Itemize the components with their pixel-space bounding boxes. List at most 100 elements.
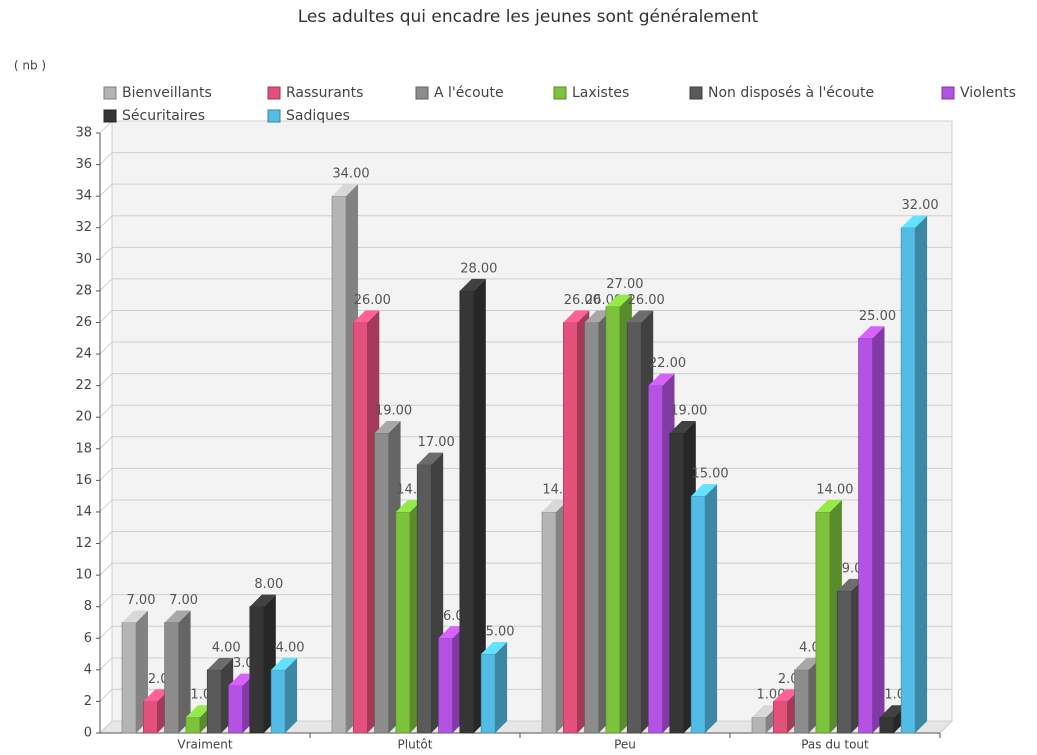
grid-line: [99, 309, 952, 323]
bar-front: [858, 337, 873, 734]
legend-label: Violents: [960, 85, 1016, 101]
legend-swatch: [553, 86, 567, 100]
bar-top: [143, 689, 170, 702]
bar-front: [270, 669, 286, 734]
bar-front: [815, 511, 831, 734]
bar-side: [915, 215, 928, 734]
y-tick-label: 30: [75, 252, 92, 267]
bar-side: [178, 610, 191, 733]
bar: [900, 215, 928, 734]
bar-front: [751, 716, 767, 734]
bar-front: [541, 511, 557, 734]
bar-front: [772, 701, 788, 734]
bar-front: [480, 653, 496, 734]
value-label: 8.00: [254, 577, 283, 592]
x-tick-label: Plutôt: [398, 738, 433, 752]
bar-side: [705, 484, 718, 733]
bar-top: [858, 326, 885, 339]
bar-front: [459, 290, 475, 734]
y-tick-label: 20: [75, 410, 92, 425]
legend-label: Non disposés à l'écoute: [708, 85, 874, 101]
bar-side: [495, 642, 508, 733]
bar-front: [416, 464, 432, 734]
bar: [690, 484, 718, 734]
legend-label: Bienveillants: [122, 85, 212, 101]
bar-top: [605, 294, 632, 307]
bar-top: [627, 310, 654, 323]
bar-top: [164, 610, 191, 623]
legend-swatch: [103, 86, 117, 100]
value-label: 7.00: [127, 593, 156, 608]
bar-front: [331, 195, 347, 734]
value-label: 26.00: [564, 293, 601, 308]
y-tick-label: 4: [84, 662, 92, 677]
value-label: 26.00: [628, 293, 665, 308]
value-label: 4.00: [276, 640, 305, 655]
legend-swatch: [415, 86, 429, 100]
bar-top: [542, 499, 568, 512]
value-label: 15.00: [691, 467, 728, 482]
bar-top: [563, 310, 590, 323]
bar: [164, 610, 191, 734]
bar-front: [669, 432, 685, 734]
bar-top: [228, 673, 255, 686]
bar-top: [417, 452, 444, 465]
bar-top: [794, 657, 821, 670]
y-tick-label: 0: [84, 726, 92, 741]
bar-top: [837, 578, 864, 591]
bar-front: [228, 685, 243, 734]
bar-top: [752, 705, 778, 718]
bar: [858, 326, 885, 734]
value-label: 5.00: [486, 625, 515, 640]
y-tick-label: 12: [75, 536, 92, 551]
x-tick-label: Peu: [614, 738, 636, 752]
y-tick-label: 34: [75, 189, 92, 204]
y-axis-label: ( nb ): [14, 59, 46, 73]
bar-front: [584, 322, 599, 734]
grid-line: [99, 215, 952, 229]
y-tick-label: 6: [84, 631, 92, 646]
grid-line: [99, 341, 952, 355]
x-tick-label: Pas du tout: [801, 738, 869, 752]
bar-front: [164, 622, 179, 734]
bar-front: [794, 669, 809, 734]
y-tick-label: 2: [84, 694, 92, 709]
y-tick-label: 22: [75, 378, 92, 393]
chart-title: Les adultes qui encadre les jeunes sont …: [298, 7, 759, 27]
bar-front: [879, 716, 895, 734]
value-label: 26.00: [354, 293, 391, 308]
legend-swatch: [941, 86, 955, 100]
bar-side: [473, 278, 486, 733]
bar-top: [815, 499, 842, 512]
bar-top: [249, 594, 276, 607]
y-tick-label: 26: [75, 315, 92, 330]
bar-front: [836, 590, 852, 734]
bar-front: [185, 716, 201, 734]
bar-front: [648, 385, 663, 734]
bar: [270, 657, 298, 734]
bar-top: [438, 626, 465, 639]
bar-top: [271, 657, 298, 670]
bar-top: [481, 642, 508, 655]
bar-top: [332, 184, 358, 197]
y-tick-label: 16: [75, 473, 92, 488]
x-tick-label: Vraiment: [177, 738, 233, 752]
value-label: 17.00: [418, 435, 455, 450]
bar: [480, 642, 508, 734]
bar-top: [185, 705, 212, 718]
value-label: 27.00: [606, 277, 643, 292]
bar-front: [249, 606, 265, 734]
bar: [352, 310, 380, 734]
legend-label: Laxistes: [572, 85, 629, 101]
value-label: 14.00: [816, 482, 853, 497]
legend-swatch: [689, 86, 703, 100]
y-tick-label: 36: [75, 157, 92, 172]
bar-top: [773, 689, 800, 702]
bar-front: [562, 322, 578, 734]
value-label: 25.00: [859, 309, 896, 324]
bar: [815, 499, 842, 734]
legend-label: Rassurants: [286, 85, 363, 101]
value-label: 28.00: [460, 261, 497, 276]
bar-front: [438, 637, 453, 734]
bar-top: [648, 373, 675, 386]
